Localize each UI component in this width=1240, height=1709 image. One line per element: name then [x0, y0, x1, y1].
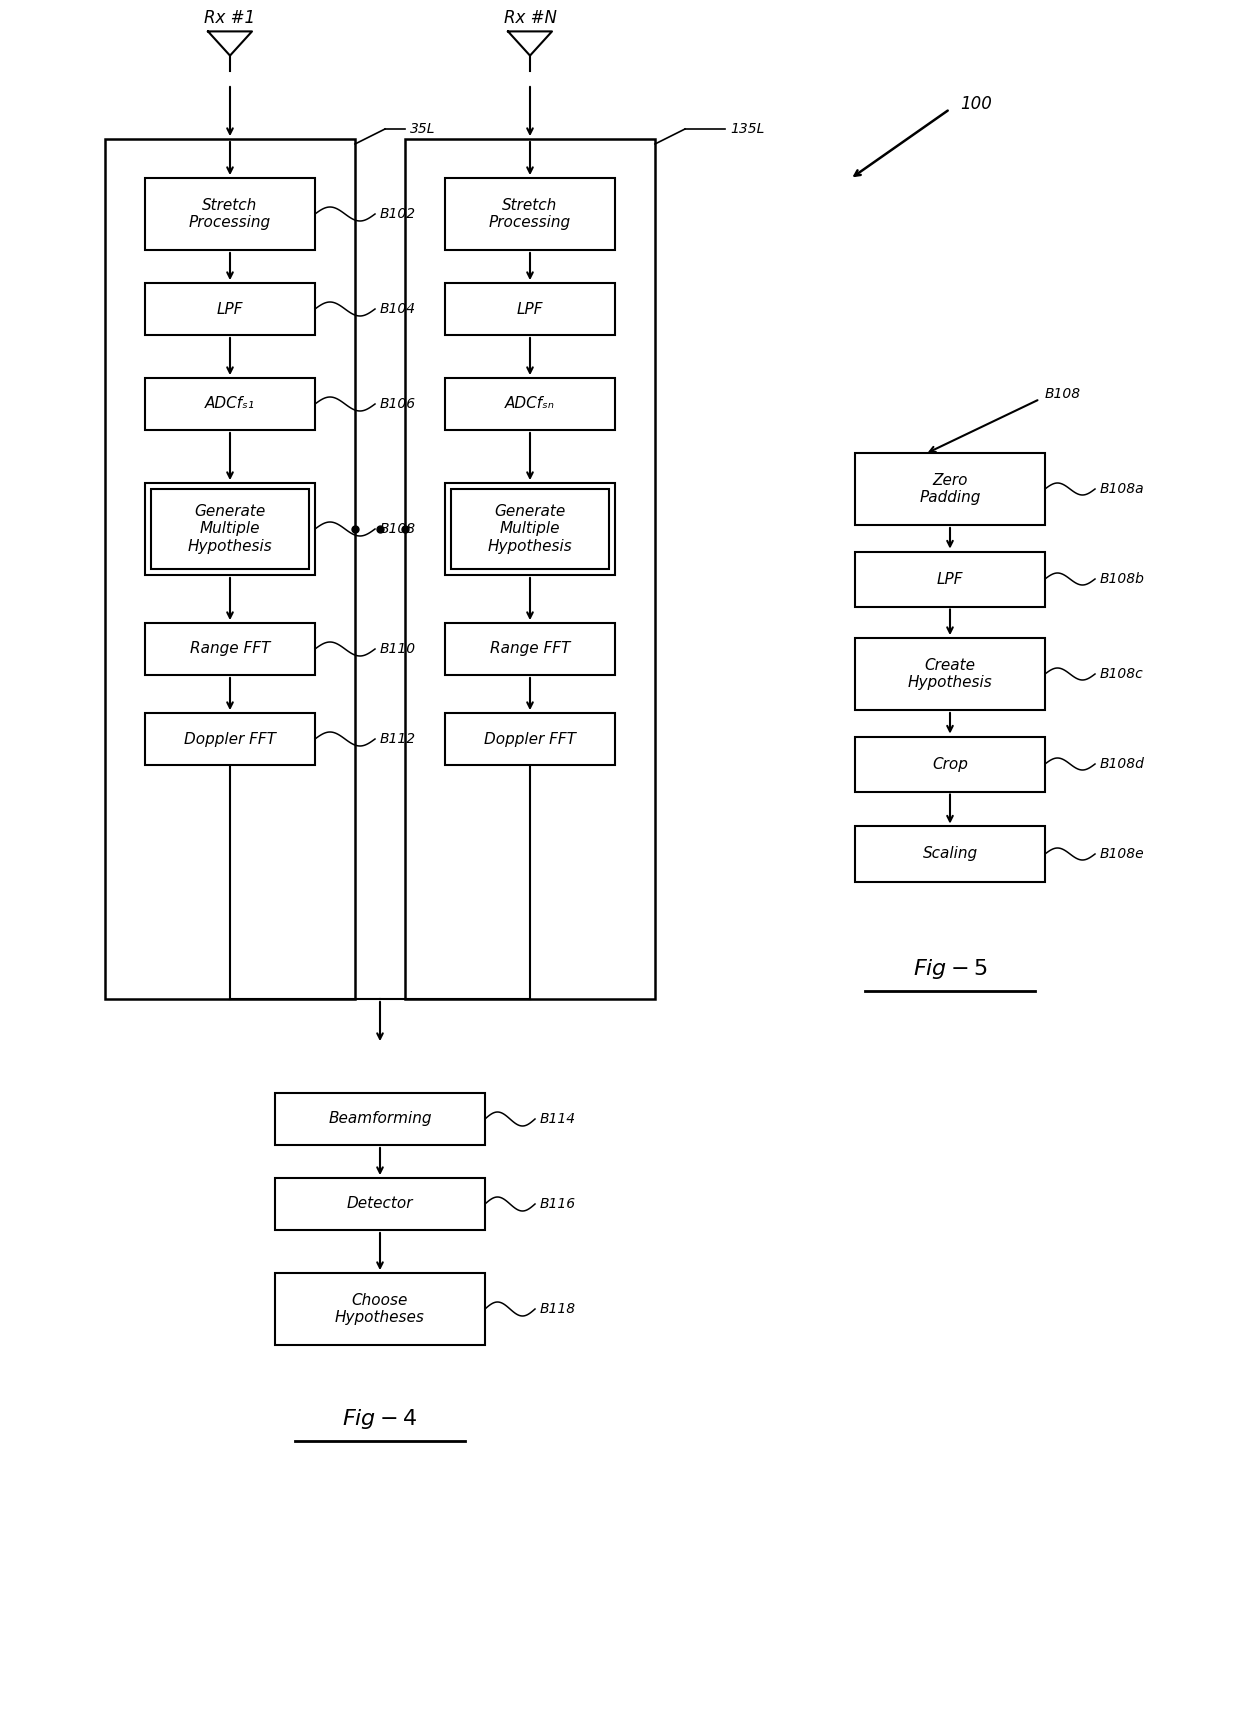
- FancyBboxPatch shape: [145, 378, 315, 431]
- Text: Doppler FFT: Doppler FFT: [484, 731, 577, 747]
- Text: Range FFT: Range FFT: [490, 641, 570, 656]
- Text: 100: 100: [960, 96, 992, 113]
- FancyBboxPatch shape: [856, 827, 1045, 882]
- Text: LPF: LPF: [936, 571, 963, 586]
- Text: Stretch
Processing: Stretch Processing: [489, 198, 572, 231]
- Text: Rx #1: Rx #1: [205, 9, 255, 27]
- Text: $\mathit{Fig-5}$: $\mathit{Fig-5}$: [913, 957, 987, 981]
- Text: B118: B118: [539, 1302, 577, 1316]
- Text: B108a: B108a: [1100, 482, 1145, 496]
- Text: Choose
Hypotheses: Choose Hypotheses: [335, 1292, 425, 1324]
- Text: B106: B106: [379, 396, 417, 410]
- Text: Range FFT: Range FFT: [190, 641, 270, 656]
- Text: B108b: B108b: [1100, 573, 1145, 586]
- Text: B104: B104: [379, 302, 417, 316]
- Text: B110: B110: [379, 643, 417, 656]
- FancyBboxPatch shape: [145, 713, 315, 766]
- Text: Zero
Padding: Zero Padding: [919, 473, 981, 506]
- FancyBboxPatch shape: [145, 624, 315, 675]
- FancyBboxPatch shape: [445, 484, 615, 574]
- FancyBboxPatch shape: [445, 178, 615, 250]
- FancyBboxPatch shape: [856, 453, 1045, 525]
- FancyBboxPatch shape: [145, 484, 315, 574]
- Text: 35L: 35L: [410, 121, 435, 137]
- Text: B108c: B108c: [1100, 667, 1143, 680]
- Text: Stretch
Processing: Stretch Processing: [188, 198, 272, 231]
- Text: Detector: Detector: [347, 1196, 413, 1212]
- Text: Generate
Multiple
Hypothesis: Generate Multiple Hypothesis: [487, 504, 573, 554]
- FancyBboxPatch shape: [275, 1273, 485, 1345]
- FancyBboxPatch shape: [145, 178, 315, 250]
- Text: $\mathit{Fig-4}$: $\mathit{Fig-4}$: [342, 1407, 418, 1430]
- FancyBboxPatch shape: [445, 378, 615, 431]
- FancyBboxPatch shape: [856, 637, 1045, 709]
- Text: Create
Hypothesis: Create Hypothesis: [908, 658, 992, 690]
- Text: Generate
Multiple
Hypothesis: Generate Multiple Hypothesis: [187, 504, 273, 554]
- FancyBboxPatch shape: [151, 489, 309, 569]
- FancyBboxPatch shape: [275, 1178, 485, 1230]
- Text: LPF: LPF: [517, 301, 543, 316]
- FancyBboxPatch shape: [445, 624, 615, 675]
- FancyBboxPatch shape: [445, 284, 615, 335]
- Text: Rx #N: Rx #N: [503, 9, 557, 27]
- Text: B108d: B108d: [1100, 757, 1145, 771]
- FancyBboxPatch shape: [105, 138, 355, 1000]
- FancyBboxPatch shape: [856, 552, 1045, 607]
- Text: Beamforming: Beamforming: [329, 1111, 432, 1126]
- Text: Doppler FFT: Doppler FFT: [184, 731, 277, 747]
- Text: ADCfₛ₁: ADCfₛ₁: [205, 396, 255, 412]
- FancyBboxPatch shape: [405, 138, 655, 1000]
- Text: B112: B112: [379, 731, 417, 747]
- FancyBboxPatch shape: [145, 284, 315, 335]
- Text: Crop: Crop: [932, 757, 968, 771]
- FancyBboxPatch shape: [275, 1094, 485, 1145]
- Text: B102: B102: [379, 207, 417, 220]
- Text: ADCfₛₙ: ADCfₛₙ: [505, 396, 556, 412]
- FancyBboxPatch shape: [445, 713, 615, 766]
- Text: B116: B116: [539, 1196, 577, 1212]
- Text: Scaling: Scaling: [923, 846, 977, 861]
- Text: 135L: 135L: [730, 121, 764, 137]
- Text: B108e: B108e: [1100, 848, 1145, 861]
- Text: B108: B108: [379, 521, 417, 537]
- Text: B108: B108: [1045, 386, 1081, 402]
- Text: B114: B114: [539, 1113, 577, 1126]
- Text: LPF: LPF: [217, 301, 243, 316]
- FancyBboxPatch shape: [451, 489, 609, 569]
- FancyBboxPatch shape: [856, 737, 1045, 791]
